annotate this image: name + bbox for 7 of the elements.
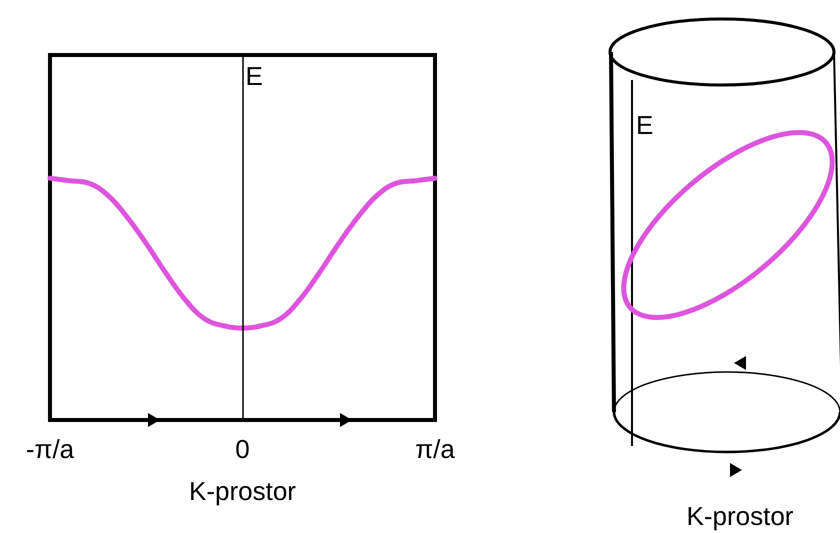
x-tick-label: π/a	[415, 434, 456, 464]
x-axis-title: K-prostor	[189, 476, 296, 506]
y-axis-title: E	[246, 61, 263, 91]
x-tick-label: 0	[235, 434, 250, 464]
text: E	[636, 110, 654, 140]
text: K-prostor	[686, 501, 794, 531]
x-tick-label: -π/a	[26, 434, 75, 464]
